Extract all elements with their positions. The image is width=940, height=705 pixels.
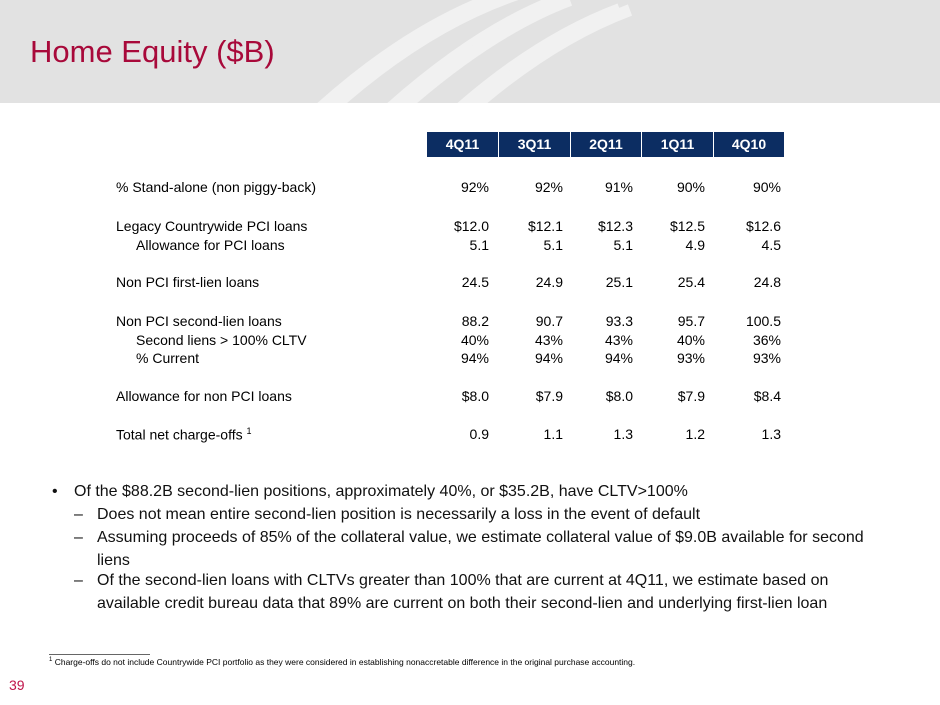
- table-cell: $12.3: [597, 218, 633, 234]
- table-cell: $8.4: [753, 388, 781, 404]
- table-cell: 90.7: [535, 313, 563, 329]
- dash-icon: –: [74, 506, 83, 523]
- table-cell: 1.3: [761, 426, 781, 442]
- table-cell: 93%: [752, 350, 781, 366]
- footnote-mark: 1: [49, 657, 53, 664]
- table-cell: 43%: [534, 332, 563, 348]
- footnote-divider: [49, 654, 150, 655]
- column-header: 1Q11: [642, 132, 713, 157]
- row-label-text: Total net charge-offs: [116, 426, 243, 443]
- table-cell: $8.0: [461, 388, 489, 404]
- table-cell: 93%: [676, 350, 705, 366]
- bullet-main: Of the $88.2B second-lien positions, app…: [74, 483, 688, 500]
- row-label: Total net charge-offs 1: [116, 426, 252, 443]
- dash-icon: –: [74, 572, 83, 589]
- table-cell: 100.5: [745, 313, 781, 329]
- dash-icon: –: [74, 529, 83, 546]
- table-cell: 5.1: [469, 237, 489, 253]
- table-cell: $7.9: [677, 388, 705, 404]
- row-label: Non PCI second-lien loans: [116, 313, 282, 329]
- bullet-sub: Assuming proceeds of 85% of the collater…: [97, 529, 864, 569]
- table-cell: 43%: [604, 332, 633, 348]
- table-cell: 40%: [676, 332, 705, 348]
- row-label-text: Allowance for PCI loans: [136, 237, 285, 253]
- table-cell: 92%: [534, 179, 563, 195]
- column-header: 2Q11: [571, 132, 641, 157]
- table-cell: 0.9: [469, 426, 489, 442]
- row-label: Second liens > 100% CLTV: [136, 332, 307, 348]
- table-cell: 4.9: [685, 237, 705, 253]
- table-cell: 1.2: [685, 426, 705, 442]
- bullet-sub: Does not mean entire second-lien positio…: [97, 506, 701, 523]
- footnote-text: Charge-offs do not include Countrywide P…: [54, 657, 636, 667]
- row-label-text: Legacy Countrywide PCI loans: [116, 218, 308, 234]
- row-label: Non PCI first-lien loans: [116, 274, 259, 290]
- slide-header: Home Equity ($B): [0, 0, 940, 103]
- row-label-text: % Stand-alone (non piggy-back): [116, 179, 317, 195]
- row-label-text: Non PCI second-lien loans: [116, 313, 282, 329]
- table-cell: 4.5: [761, 237, 781, 253]
- page-number: 39: [9, 677, 25, 693]
- table-cell: $8.0: [605, 388, 633, 404]
- table-cell: 1.1: [543, 426, 563, 442]
- table-cell: 90%: [752, 179, 781, 195]
- row-label-text: Allowance for non PCI loans: [116, 388, 292, 404]
- row-label: % Current: [136, 350, 199, 366]
- column-header: 4Q10: [714, 132, 784, 157]
- table-cell: 88.2: [461, 313, 489, 329]
- logo-arcs-decoration: [317, 0, 633, 103]
- column-header: 4Q11: [427, 132, 498, 157]
- table-cell: 92%: [460, 179, 489, 195]
- table-cell: 24.5: [461, 274, 489, 290]
- table-cell: 36%: [752, 332, 781, 348]
- footnote: 1 Charge-offs do not include Countrywide…: [49, 657, 635, 667]
- table-cell: 1.3: [613, 426, 633, 442]
- table-cell: 90%: [676, 179, 705, 195]
- footnote-ref: 1: [246, 426, 252, 436]
- row-label-text: Non PCI first-lien loans: [116, 274, 260, 290]
- table-cell: 25.4: [677, 274, 705, 290]
- page-title: Home Equity ($B): [30, 34, 275, 69]
- table-cell: 25.1: [605, 274, 633, 290]
- table-cell: 91%: [604, 179, 633, 195]
- row-label: Legacy Countrywide PCI loans: [116, 218, 307, 234]
- table-cell: 93.3: [605, 313, 633, 329]
- bullet-marker: •: [52, 483, 58, 500]
- bullet-sub: Of the second-lien loans with CLTVs grea…: [97, 572, 829, 612]
- table-cell: $7.9: [535, 388, 563, 404]
- table-cell: 95.7: [677, 313, 705, 329]
- table-cell: 40%: [460, 332, 489, 348]
- table-cell: $12.5: [669, 218, 705, 234]
- table-cell: 24.8: [753, 274, 781, 290]
- row-label-text: % Current: [136, 350, 200, 366]
- table-cell: 94%: [604, 350, 633, 366]
- table-cell: 24.9: [535, 274, 563, 290]
- row-label-text: Second liens > 100% CLTV: [136, 332, 307, 348]
- table-cell: 94%: [460, 350, 489, 366]
- table-cell: $12.0: [453, 218, 489, 234]
- table-cell: 94%: [534, 350, 563, 366]
- table-cell: 5.1: [543, 237, 563, 253]
- row-label: % Stand-alone (non piggy-back): [116, 179, 316, 195]
- table-cell: $12.6: [745, 218, 781, 234]
- row-label: Allowance for non PCI loans: [116, 388, 292, 404]
- table-cell: 5.1: [613, 237, 633, 253]
- column-header: 3Q11: [499, 132, 570, 157]
- table-cell: $12.1: [527, 218, 563, 234]
- row-label: Allowance for PCI loans: [136, 237, 285, 253]
